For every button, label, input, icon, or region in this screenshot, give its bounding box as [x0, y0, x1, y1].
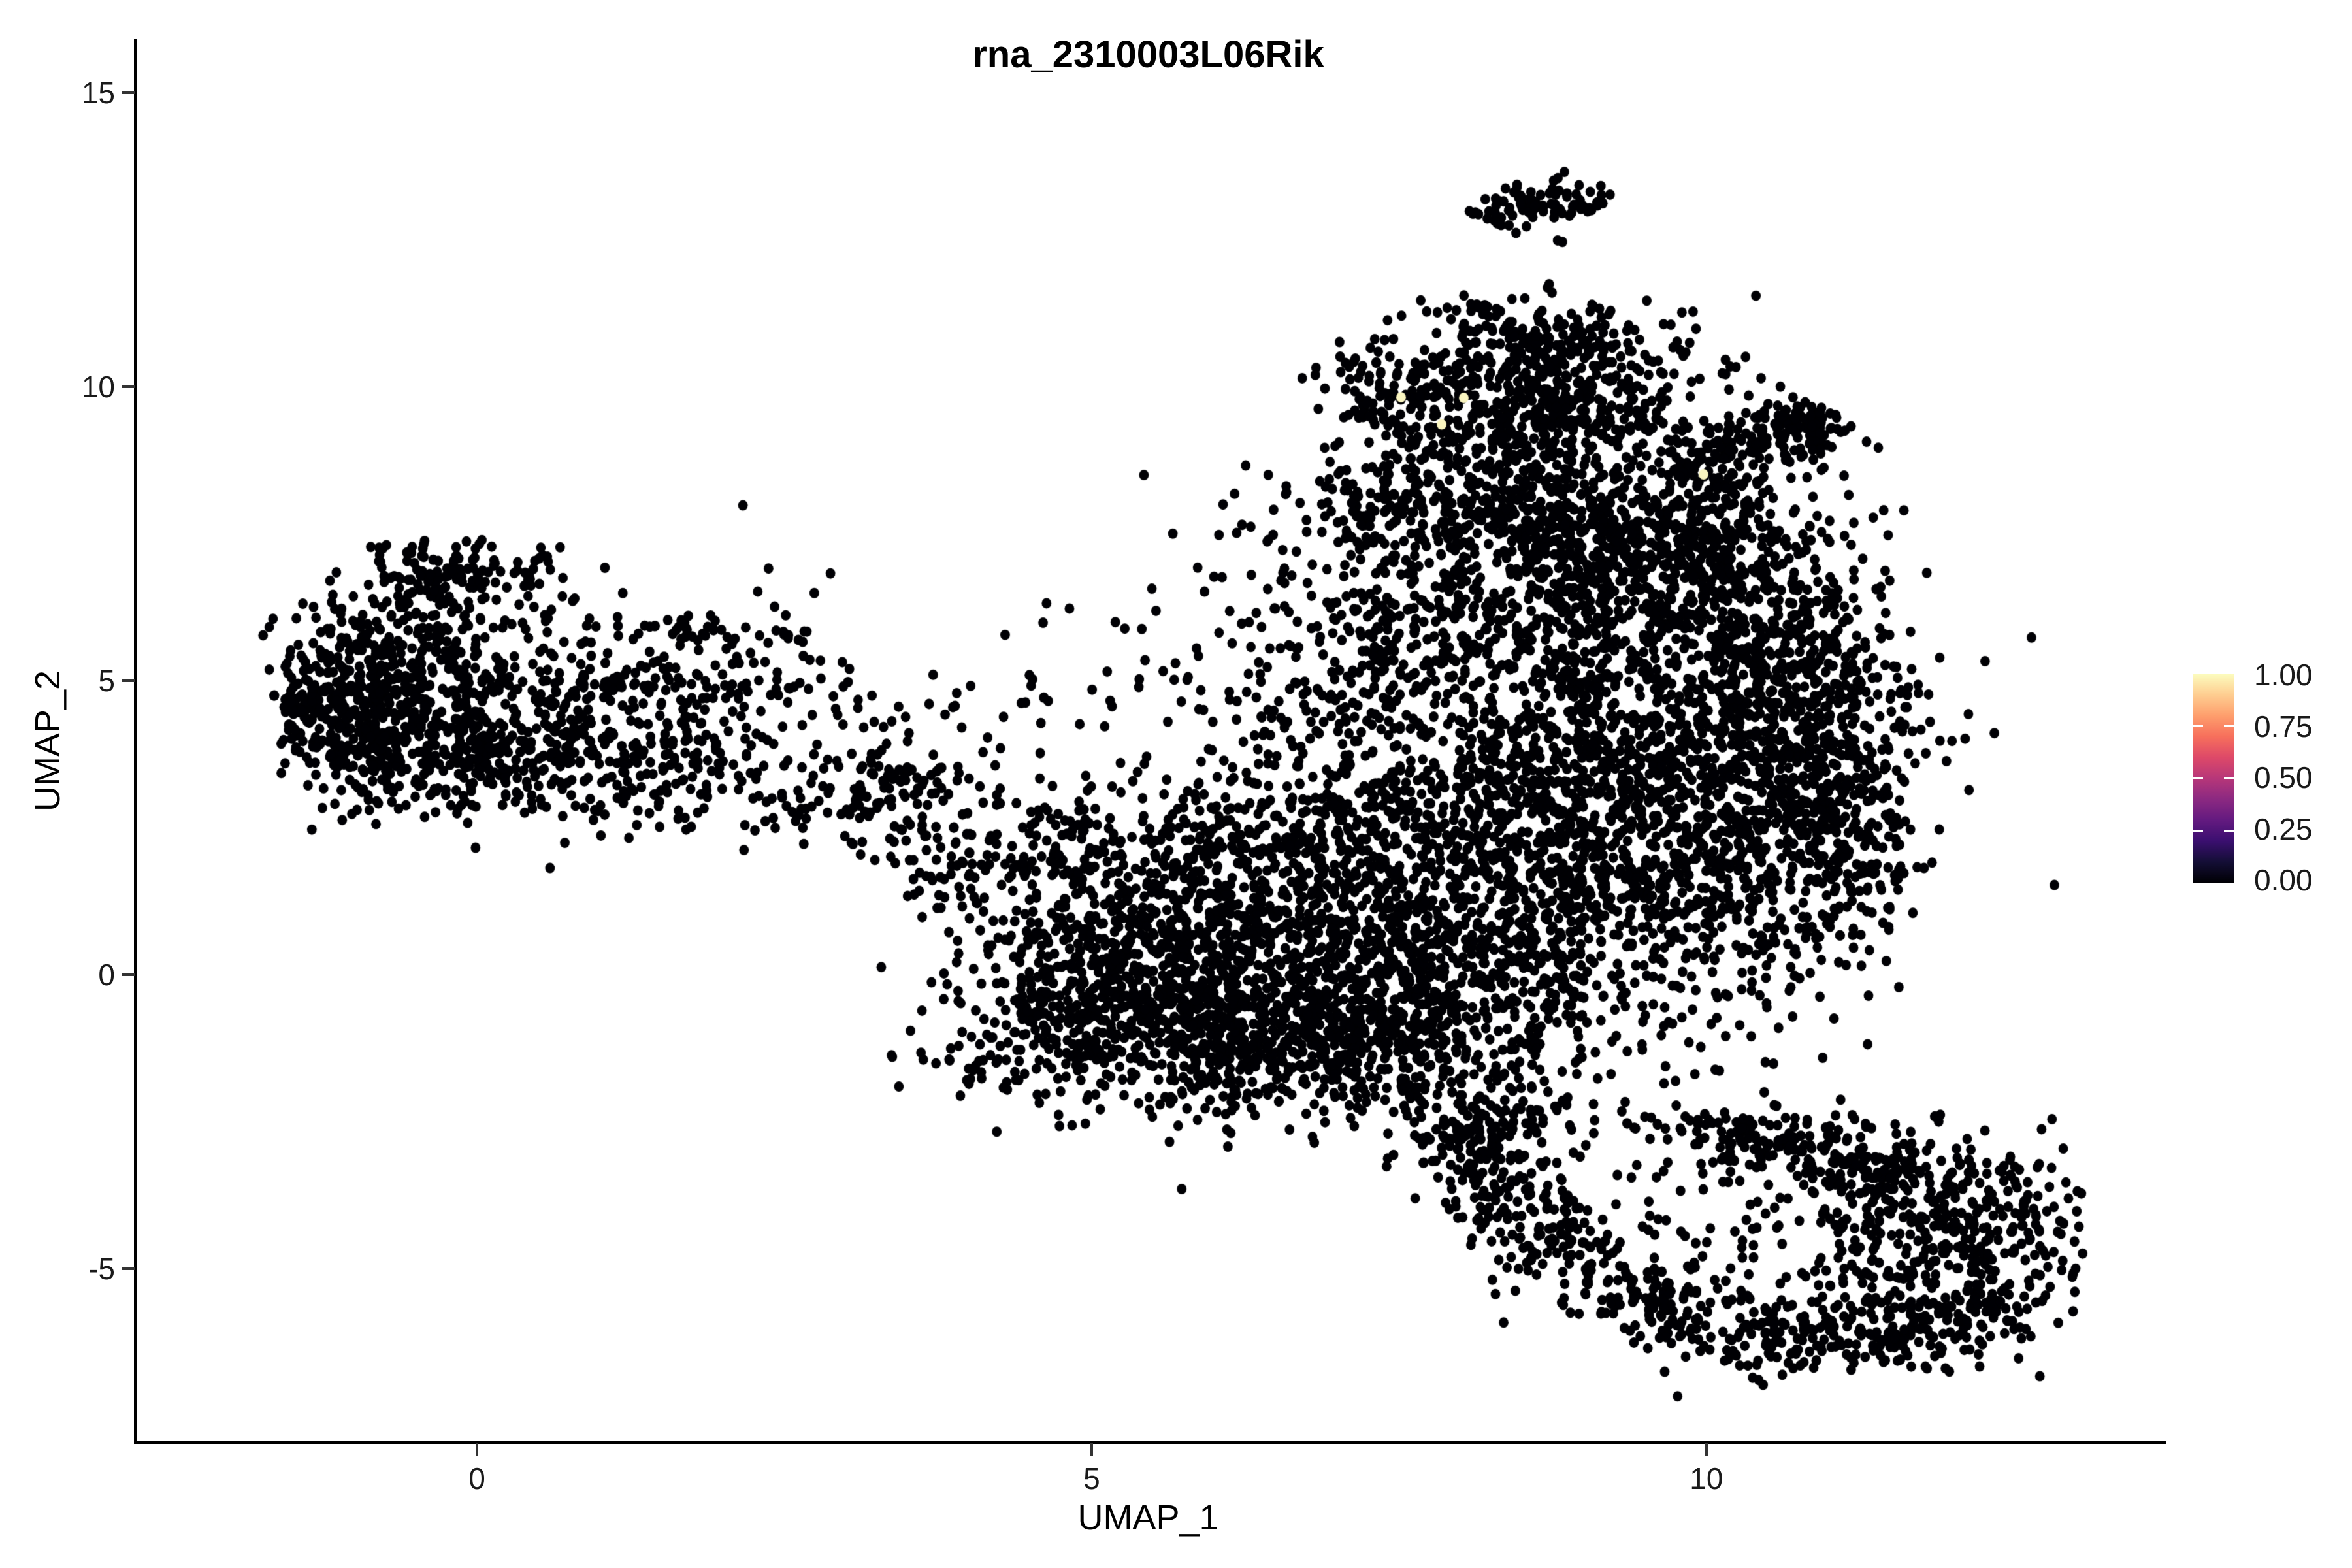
y-axis-title: UMAP_2: [28, 670, 67, 812]
colorbar-label: 0.00: [2254, 863, 2313, 897]
y-tick-label: 0: [98, 958, 115, 992]
colorbar-tick-mark: [2224, 725, 2234, 727]
colorbar-label: 0.75: [2254, 709, 2313, 743]
colorbar-tick-mark: [2224, 829, 2234, 832]
colorbar-label: 0.50: [2254, 760, 2313, 794]
y-tick-mark: [122, 973, 135, 977]
x-tick-mark: [1090, 1443, 1093, 1456]
y-tick-mark: [122, 385, 135, 388]
colorbar-tick-mark: [2193, 777, 2203, 779]
y-tick-mark: [122, 1267, 135, 1271]
colorbar-tick-mark: [2224, 777, 2234, 779]
x-tick-mark: [476, 1443, 479, 1456]
y-tick-label: 15: [81, 75, 115, 110]
colorbar-tick-mark: [2193, 829, 2203, 832]
x-tick-label: 0: [468, 1462, 485, 1495]
y-tick-label: 5: [98, 664, 115, 698]
x-tick-label: 5: [1083, 1462, 1100, 1495]
colorbar-label: 0.25: [2254, 811, 2313, 846]
colorbar-label: 1.00: [2254, 658, 2313, 692]
y-tick-mark: [122, 679, 135, 683]
x-axis-title: UMAP_1: [1077, 1498, 1219, 1537]
colorbar-tick-mark: [2193, 725, 2203, 727]
y-tick-label: 10: [81, 369, 115, 404]
x-tick-mark: [1705, 1443, 1708, 1456]
x-tick-label: 10: [1690, 1462, 1723, 1495]
plot-panel: [134, 39, 2166, 1444]
y-tick-mark: [122, 91, 135, 94]
y-tick-label: -5: [88, 1252, 115, 1286]
umap-scatter-canvas: [137, 39, 2166, 1441]
